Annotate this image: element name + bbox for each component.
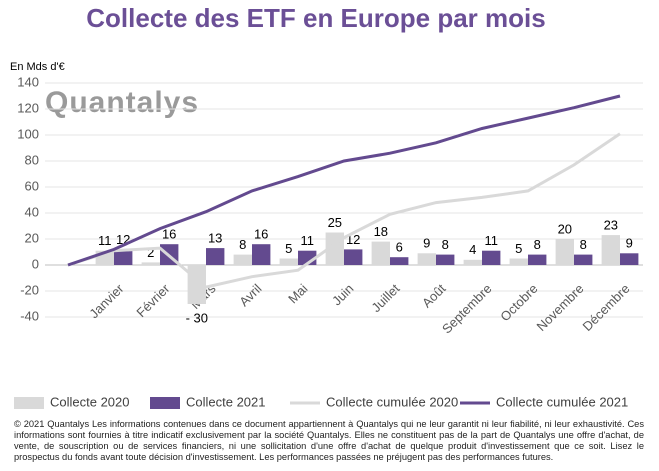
bar <box>482 250 501 265</box>
legend-label: Collecte cumulée 2021 <box>496 394 628 409</box>
y-tick-label: 20 <box>25 230 39 245</box>
y-tick-label: -20 <box>20 282 39 297</box>
bar <box>509 258 528 265</box>
bar <box>555 239 574 265</box>
bar <box>344 249 363 265</box>
x-tick-label: Juillet <box>368 281 402 315</box>
legend-label: Collecte 2021 <box>186 394 266 409</box>
x-tick-label: Août <box>419 281 449 311</box>
data-label: 11 <box>484 233 498 248</box>
data-label: 8 <box>442 237 449 252</box>
data-label: 13 <box>208 231 222 246</box>
y-tick-label: 80 <box>25 152 39 167</box>
bar <box>620 253 639 265</box>
data-label: 8 <box>580 237 587 252</box>
x-tick-label: Septembre <box>439 281 495 337</box>
footnote: © 2021 Quantalys Les informations conten… <box>14 419 644 462</box>
logo: Quantalys <box>45 86 199 119</box>
data-label: 9 <box>626 236 633 251</box>
bar <box>417 253 436 265</box>
bar <box>114 249 133 265</box>
x-tick-label: Novembre <box>534 281 587 334</box>
bar <box>233 254 252 265</box>
data-label: 16 <box>254 227 268 242</box>
data-label: 8 <box>239 237 246 252</box>
x-tick-label: Avril <box>236 281 264 309</box>
data-label: 25 <box>328 215 342 230</box>
chart: Collecte des ETF en Europe par mois En M… <box>10 3 643 409</box>
data-label: 2 <box>147 245 154 260</box>
y-tick-label: -40 <box>20 308 39 323</box>
legend-swatch <box>14 397 44 409</box>
data-label: 18 <box>374 224 388 239</box>
x-tick-label: Juin <box>329 281 356 308</box>
x-tick-label: Octobre <box>497 281 540 324</box>
bar <box>141 262 160 265</box>
y-tick-label: 60 <box>25 178 39 193</box>
bar <box>463 259 482 265</box>
bar <box>574 254 593 265</box>
data-label: 4 <box>469 242 476 257</box>
y-tick-label: 100 <box>17 126 39 141</box>
line <box>67 132 621 289</box>
data-label: 5 <box>515 241 522 256</box>
line <box>67 94 621 267</box>
bar <box>206 248 225 265</box>
data-label: 11 <box>300 233 314 248</box>
y-axis-label: En Mds d'€ <box>10 61 65 73</box>
chart-title: Collecte des ETF en Europe par mois <box>86 3 545 33</box>
y-tick-label: 140 <box>17 74 39 89</box>
bar <box>252 244 271 265</box>
bar <box>436 254 455 265</box>
bar <box>371 241 390 265</box>
y-tick-label: 40 <box>25 204 39 219</box>
data-label: 16 <box>162 227 176 242</box>
data-label: 11 <box>98 233 112 248</box>
bar <box>528 254 547 265</box>
legend-label: Collecte cumulée 2020 <box>326 394 458 409</box>
data-label: 20 <box>558 221 572 236</box>
x-tick-label: Février <box>133 280 173 320</box>
data-label: 8 <box>534 237 541 252</box>
legend-swatch <box>150 397 180 409</box>
data-label: 23 <box>604 218 618 233</box>
bar <box>279 258 298 265</box>
bar <box>390 257 409 265</box>
legend-label: Collecte 2020 <box>50 394 130 409</box>
y-tick-label: 0 <box>32 256 39 271</box>
bar <box>601 235 620 265</box>
x-tick-label: Mai <box>285 281 310 306</box>
x-tick-label: Janvier <box>86 280 127 321</box>
data-label: - 30 <box>186 310 208 325</box>
data-label: 9 <box>423 236 430 251</box>
data-label: 5 <box>285 241 292 256</box>
y-tick-label: 120 <box>17 100 39 115</box>
x-tick-label: Décembre <box>580 281 633 334</box>
data-label: 6 <box>396 240 403 255</box>
